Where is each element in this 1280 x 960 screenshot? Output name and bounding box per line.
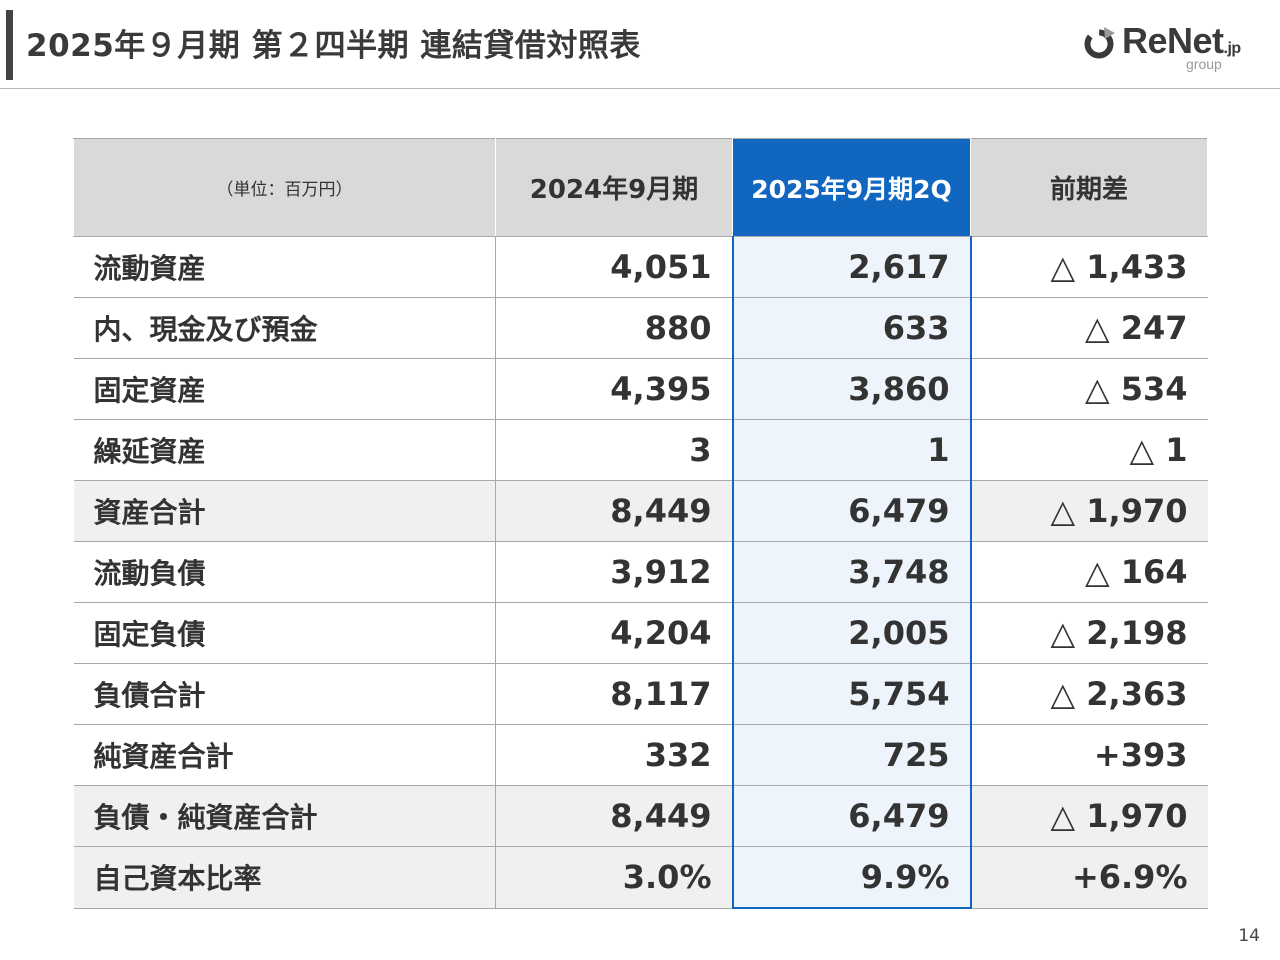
diff-value: △ 164 [970, 541, 1208, 603]
logo-text: ReNet.jp [1122, 20, 1241, 62]
diff-value: △ 534 [970, 358, 1208, 420]
logo-domain: .jp [1223, 40, 1242, 57]
diff-value: △ 1 [970, 419, 1208, 481]
row-label: 純資産合計 [73, 724, 496, 786]
table-row: 資産合計 8,449 6,479 △ 1,970 [73, 480, 1208, 542]
table-row: 負債合計 8,117 5,754 △ 2,363 [73, 663, 1208, 725]
table-row: 繰延資産 3 1 △ 1 [73, 419, 1208, 481]
current-value: 633 [731, 297, 972, 359]
current-value: 1 [731, 419, 972, 481]
diff-header: 前期差 [970, 138, 1208, 237]
diff-value: +393 [970, 724, 1208, 786]
row-label: 自己資本比率 [73, 846, 496, 909]
prev-value: 3,912 [495, 541, 733, 603]
prev-value: 4,395 [495, 358, 733, 420]
row-label: 流動負債 [73, 541, 496, 603]
diff-value: +6.9% [970, 846, 1208, 909]
company-logo: ReNet.jp group [1082, 20, 1262, 78]
prev-value: 3 [495, 419, 733, 481]
logo-name: ReNet [1122, 20, 1224, 61]
prev-value: 8,449 [495, 480, 733, 542]
current-value: 9.9% [731, 846, 972, 909]
prev-value: 4,204 [495, 602, 733, 664]
prev-value: 8,449 [495, 785, 733, 847]
row-label: 繰延資産 [73, 419, 496, 481]
current-value: 2,005 [731, 602, 972, 664]
unit-header: （単位：百万円） [73, 138, 496, 237]
page-number: 14 [1238, 926, 1260, 946]
diff-value: △ 2,198 [970, 602, 1208, 664]
diff-value: △ 1,970 [970, 785, 1208, 847]
row-label: 流動資産 [73, 236, 496, 298]
row-label: 負債合計 [73, 663, 496, 725]
table-body: 流動資産 4,051 2,617 △ 1,433 内、現金及び預金 880 633 △ 247… [73, 236, 1208, 909]
row-label: 負債・純資産合計 [73, 785, 496, 847]
current-period-header: 2025年9月期2Q [732, 138, 971, 237]
prev-period-header: 2024年9月期 [495, 138, 733, 237]
table-row: 内、現金及び預金 880 633 △ 247 [73, 297, 1208, 359]
current-value: 6,479 [731, 480, 972, 542]
row-label: 固定負債 [73, 602, 496, 664]
table-row: 流動負債 3,912 3,748 △ 164 [73, 541, 1208, 603]
row-label: 固定資産 [73, 358, 496, 420]
balance-sheet-table: （単位：百万円） 2024年9月期 2025年9月期2Q 前期差 流動資産 4,0… [73, 138, 1208, 909]
current-value: 3,748 [731, 541, 972, 603]
current-value: 2,617 [731, 236, 972, 298]
table-row: 純資産合計 332 725 +393 [73, 724, 1208, 786]
current-value: 725 [731, 724, 972, 786]
current-value: 5,754 [731, 663, 972, 725]
header-divider [0, 88, 1280, 89]
current-value: 6,479 [731, 785, 972, 847]
diff-value: △ 1,433 [970, 236, 1208, 298]
diff-value: △ 1,970 [970, 480, 1208, 542]
table-row: 自己資本比率 3.0% 9.9% +6.9% [73, 846, 1208, 909]
row-label: 内、現金及び預金 [73, 297, 496, 359]
table-header-row: （単位：百万円） 2024年9月期 2025年9月期2Q 前期差 [73, 138, 1208, 237]
diff-value: △ 247 [970, 297, 1208, 359]
table-row: 固定負債 4,204 2,005 △ 2,198 [73, 602, 1208, 664]
title-accent-bar [6, 10, 13, 80]
current-value: 3,860 [731, 358, 972, 420]
logo-subtext: group [1186, 56, 1222, 72]
prev-value: 332 [495, 724, 733, 786]
refresh-arrow-icon [1084, 27, 1115, 59]
table-row: 負債・純資産合計 8,449 6,479 △ 1,970 [73, 785, 1208, 847]
prev-value: 4,051 [495, 236, 733, 298]
table-row: 固定資産 4,395 3,860 △ 534 [73, 358, 1208, 420]
row-label: 資産合計 [73, 480, 496, 542]
page-title: 2025年９月期 第２四半期 連結貸借対照表 [26, 28, 641, 64]
prev-value: 880 [495, 297, 733, 359]
diff-value: △ 2,363 [970, 663, 1208, 725]
prev-value: 8,117 [495, 663, 733, 725]
prev-value: 3.0% [495, 846, 733, 909]
table-row: 流動資産 4,051 2,617 △ 1,433 [73, 236, 1208, 298]
